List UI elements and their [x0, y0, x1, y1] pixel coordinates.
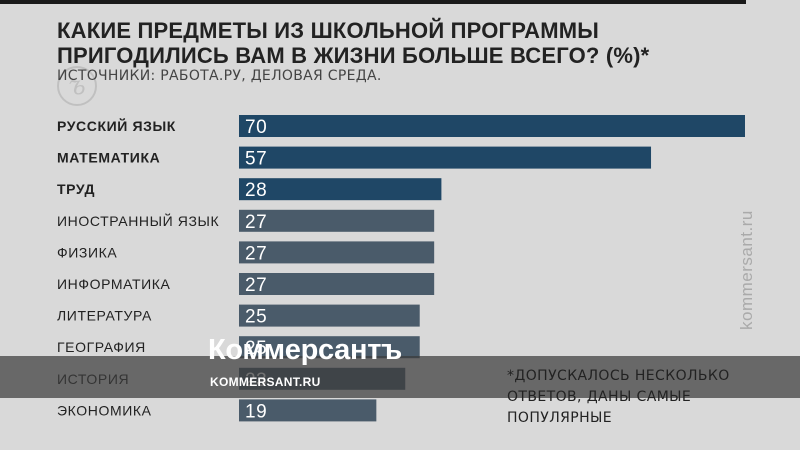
category-label-4: ФИЗИКА — [57, 244, 117, 260]
chart-source: ИСТОЧНИКИ: РАБОТА.РУ, ДЕЛОВАЯ СРЕДА. — [57, 68, 382, 84]
kommersant-seal-logo: ъ — [57, 66, 97, 106]
category-label-2: ТРУД — [57, 181, 95, 197]
title-line-2: ПРИГОДИЛИСЬ ВАМ В ЖИЗНИ БОЛЬШЕ ВСЕГО? (%… — [57, 43, 650, 68]
bar-2 — [239, 178, 442, 201]
watermark-url: KOMMERSANT.RU — [210, 375, 321, 389]
top-rule — [0, 0, 746, 4]
category-label-5: ИНФОРМАТИКА — [57, 276, 171, 292]
category-label-9: ЭКОНОМИКА — [57, 402, 152, 418]
footnote-line-1: *ДОПУСКАЛОСЬ НЕСКОЛЬКО — [507, 368, 730, 384]
category-label-0: РУССКИЙ ЯЗЫК — [57, 117, 176, 134]
value-label-7: 25 — [245, 338, 267, 359]
category-label-1: МАТЕМАТИКА — [57, 150, 160, 166]
bar-9 — [239, 399, 377, 422]
chart-title: КАКИЕ ПРЕДМЕТЫ ИЗ ШКОЛЬНОЙ ПРОГРАММЫ ПРИ… — [57, 18, 757, 68]
bar-7 — [239, 336, 420, 359]
footnote: *ДОПУСКАЛОСЬ НЕСКОЛЬКО ОТВЕТОВ, ДАНЫ САМ… — [507, 366, 767, 429]
value-label-6: 25 — [245, 307, 267, 328]
category-label-6: ЛИТЕРАТУРА — [57, 308, 152, 324]
value-label-5: 27 — [245, 275, 267, 296]
bar-5 — [239, 273, 435, 295]
value-label-3: 27 — [245, 212, 267, 233]
footnote-line-3: ПОПУЛЯРНЫЕ — [507, 410, 613, 426]
bar-3 — [239, 209, 435, 232]
value-label-2: 28 — [245, 180, 267, 201]
value-label-9: 19 — [245, 401, 267, 422]
value-label-0: 70 — [245, 117, 267, 138]
value-label-4: 27 — [245, 243, 267, 264]
value-label-1: 57 — [245, 149, 267, 170]
watermark-brand: Коммерсантъ — [208, 334, 402, 366]
category-label-7: ГЕОГРАФИЯ — [57, 339, 146, 355]
bar-1 — [239, 146, 652, 169]
bar-6 — [239, 304, 420, 327]
bar-0 — [239, 115, 745, 137]
title-line-1: КАКИЕ ПРЕДМЕТЫ ИЗ ШКОЛЬНОЙ ПРОГРАММЫ — [57, 18, 600, 43]
category-label-3: ИНОСТРАННЫЙ ЯЗЫК — [57, 212, 220, 229]
watermark-band — [0, 356, 800, 398]
footnote-line-2: ОТВЕТОВ, ДАНЫ САМЫЕ — [507, 389, 692, 405]
bar-4 — [239, 241, 435, 264]
